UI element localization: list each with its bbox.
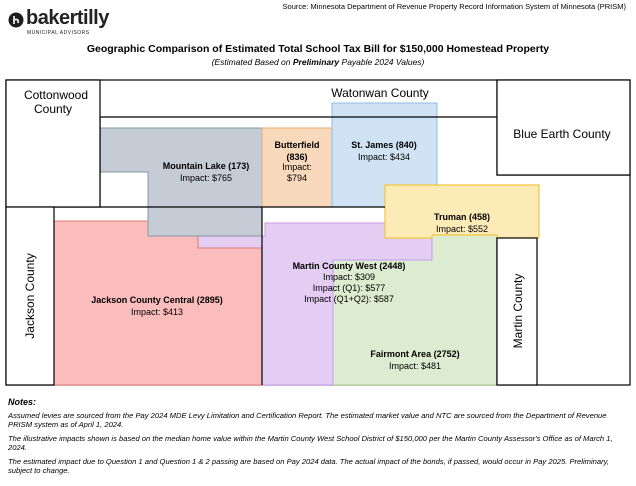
map-subtitle: (Estimated Based on Preliminary Payable …: [211, 57, 425, 67]
label-butterfield: Butterfield: [275, 140, 320, 150]
county-label-watonwan: Watonwan County: [331, 86, 429, 100]
notes-heading: Notes:: [8, 397, 37, 407]
notes-section: Notes: Assumed levies are sourced from t…: [8, 397, 628, 480]
label-butterfield-2: (836): [286, 152, 307, 162]
note-item: Assumed levies are sourced from the Pay …: [8, 411, 607, 429]
county-label-cottonwood-2: County: [34, 102, 72, 116]
label-fairmont: Fairmont Area (2752): [370, 349, 459, 359]
label-martin-county-west: Martin County West (2448): [293, 261, 406, 271]
impact-st-james: Impact: $434: [358, 152, 410, 162]
label-truman: Truman (458): [434, 212, 490, 222]
blue-earth-box: [496, 79, 631, 176]
martin-box: [496, 237, 538, 386]
note-item: The estimated impact due to Question 1 a…: [8, 457, 609, 475]
logo-subtitle: MUNICIPAL ADVISORS: [27, 30, 90, 36]
label-mountain-lake: Mountain Lake (173): [163, 161, 250, 171]
impact-q1q2-martin-county-west: Impact (Q1+Q2): $587: [304, 294, 394, 304]
impact-butterfield: Impact:: [282, 162, 312, 172]
impact-butterfield-2: $794: [287, 173, 307, 183]
label-jackson-county-central: Jackson County Central (2895): [91, 295, 223, 305]
impact-fairmont: Impact: $481: [389, 361, 441, 371]
county-label-martin: Martin County: [511, 274, 525, 349]
impact-q1-martin-county-west: Impact (Q1): $577: [313, 283, 386, 293]
county-label-blue-earth: Blue Earth County: [513, 127, 610, 141]
impact-truman: Impact: $552: [436, 224, 488, 234]
impact-mountain-lake: Impact: $765: [180, 173, 232, 183]
label-st-james: St. James (840): [351, 140, 417, 150]
county-label-jackson: Jackson County: [23, 253, 37, 338]
county-label-cottonwood: Cottonwood: [24, 88, 88, 102]
logo-mark-icon: [8, 12, 24, 28]
source-note: Source: Minnesota Department of Revenue …: [282, 2, 626, 11]
cottonwood-box: [5, 79, 101, 208]
logo-wordmark: bakertilly: [26, 7, 109, 29]
impact-jackson-county-central: Impact: $413: [131, 307, 183, 317]
district-truman: [384, 184, 540, 239]
note-item: The illustrative impacts shown is based …: [8, 434, 613, 452]
jackson-box: [5, 206, 55, 386]
impact-martin-county-west: Impact: $309: [323, 272, 375, 282]
map-title: Geographic Comparison of Estimated Total…: [86, 43, 550, 55]
